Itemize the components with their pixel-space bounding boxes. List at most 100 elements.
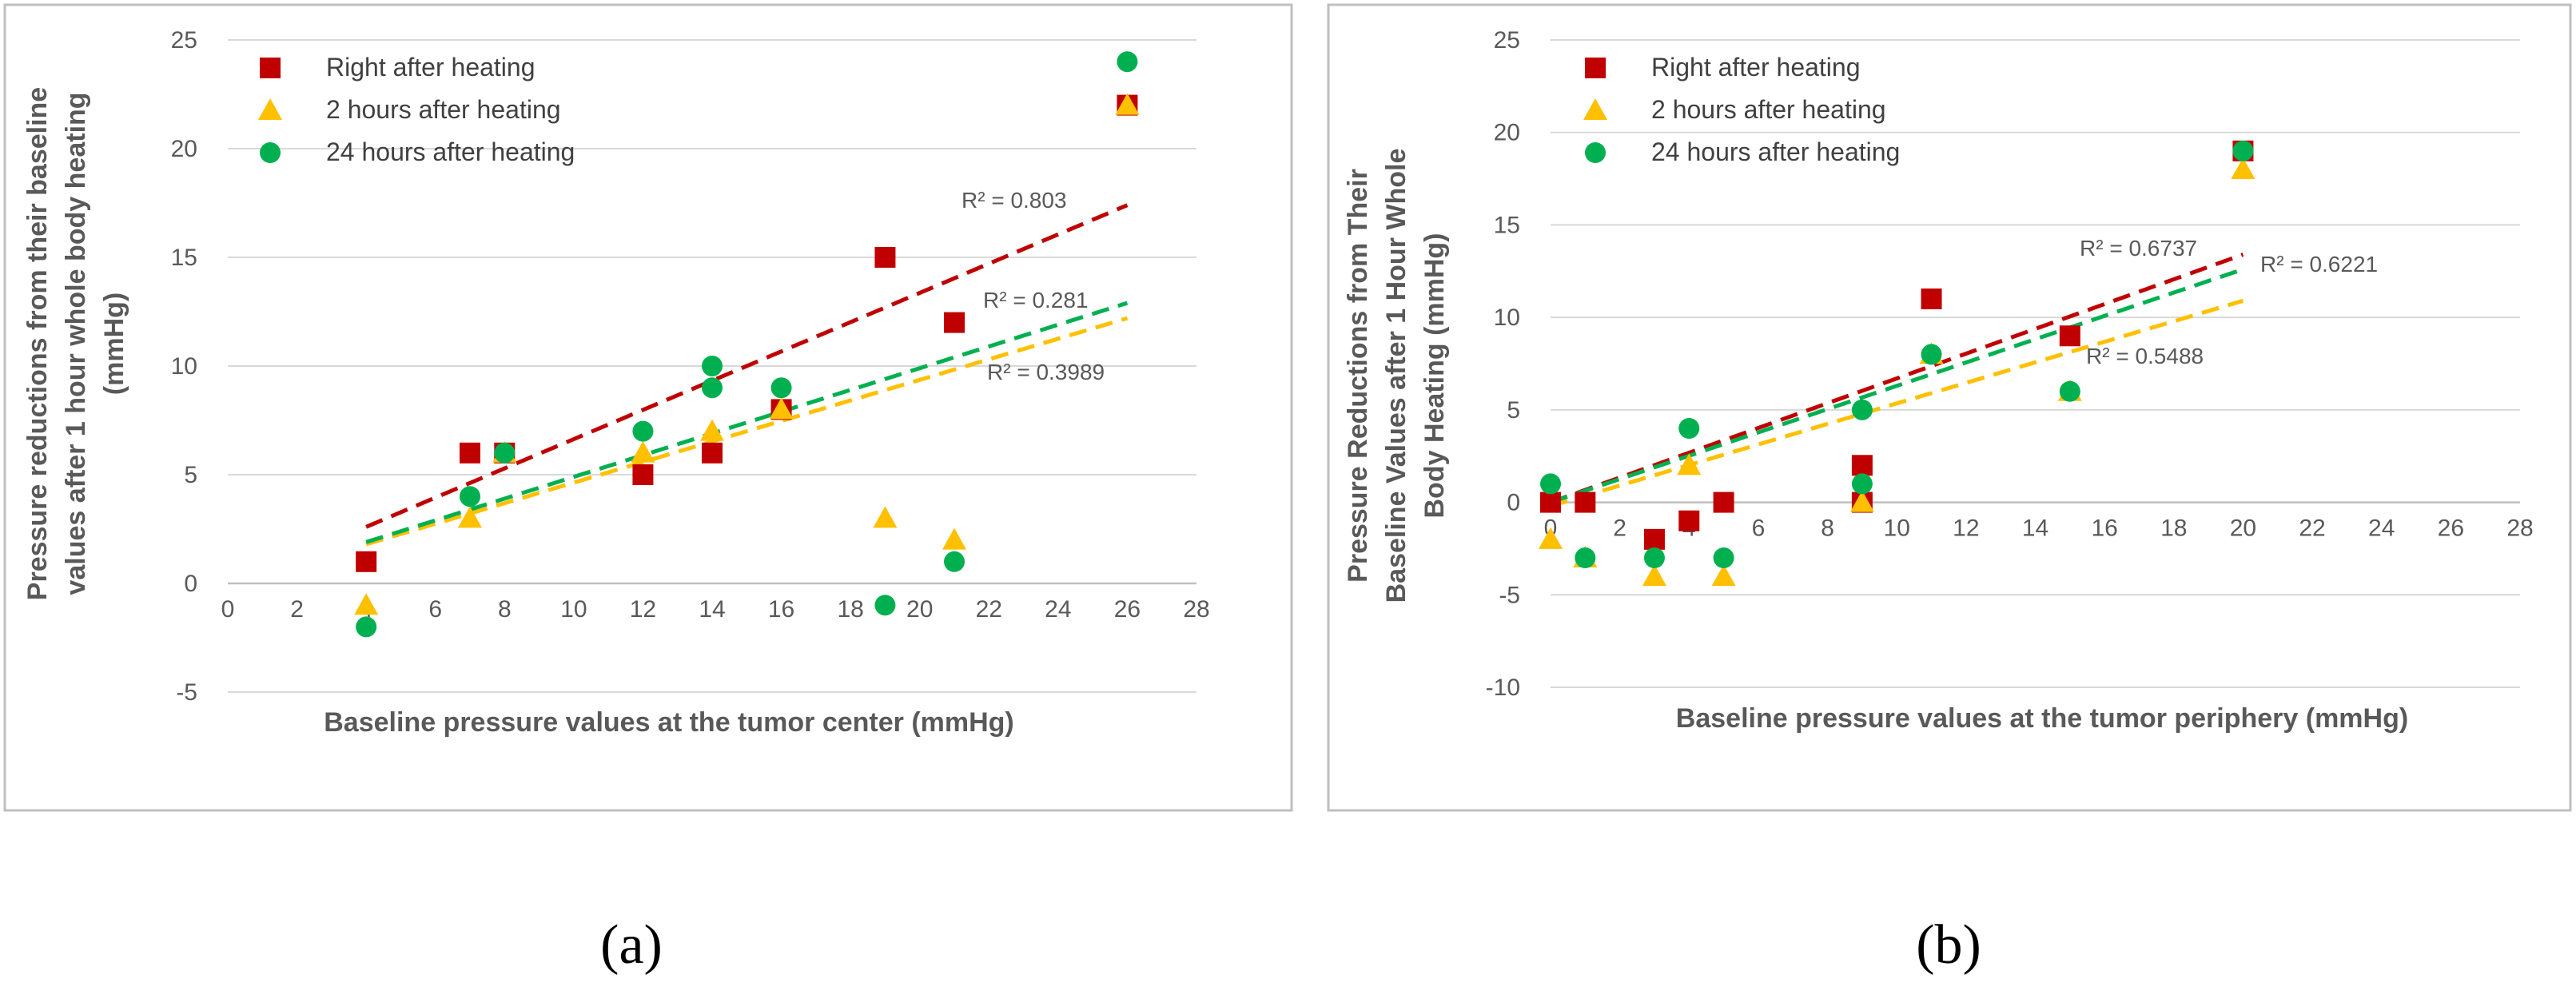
data-point [1678,510,1700,531]
y-axis-title-a-line1: Pressure reductions from their baseline [22,87,53,600]
data-point [1713,547,1734,568]
y-tick-label: 20 [171,136,197,162]
data-point [1540,473,1561,495]
data-point [1711,564,1736,587]
x-tick-label: 18 [2160,515,2187,542]
y-tick-label: 15 [171,245,197,271]
data-point [631,440,655,463]
data-point [1643,528,1665,550]
data-point [769,397,794,420]
data-point [1851,455,1873,476]
data-point [1678,418,1700,439]
y-tick-label: 5 [184,462,197,488]
y-tick-label: 25 [171,27,197,54]
x-tick-label: 6 [428,596,442,623]
panel-label-a: (a) [600,914,663,976]
x-tick-label: 20 [2230,515,2256,542]
x-tick-label: 12 [1953,515,1979,542]
x-tick-label: 22 [2299,515,2325,542]
x-tick-label: 0 [221,596,235,623]
data-point [1575,492,1596,513]
data-point [632,420,654,442]
y-tick-label: 10 [171,353,197,380]
data-point [702,356,723,376]
data-point [942,527,966,550]
data-point [944,551,965,572]
x-tick-label: 8 [498,596,512,623]
y-tick-label: 15 [1494,212,1520,238]
legend-marker [260,142,281,163]
x-tick-label: 18 [837,596,863,623]
trendline [1550,253,2244,504]
legend-marker [258,98,282,120]
data-point [2232,140,2254,161]
y-tick-label: 0 [1507,490,1520,516]
legend-a: Right after heating 2 hours after heating… [258,53,575,166]
legend-label: 2 hours after heating [1651,95,1886,124]
x-tick-label: 2 [1613,515,1626,542]
x-tick-label: 24 [1045,596,1071,623]
x-axis-title-a: Baseline pressure values at the tumor ce… [324,707,1014,738]
data-point [356,616,377,638]
trendlines-b [1550,253,2244,508]
legend-marker [1585,58,1606,78]
gridlines-a [228,39,1196,693]
data-point [1921,289,1942,309]
data-point [873,506,898,528]
data-point [2059,380,2080,402]
data-point [1921,344,1942,365]
data-point [770,377,792,399]
x-tick-label: 16 [768,596,794,623]
data-points-b [1539,140,2255,587]
x-tick-label: 28 [2506,515,2533,542]
data-point [702,442,723,464]
x-tick-label: 22 [976,596,1002,623]
chart-frame-b [1327,3,2572,812]
x-tick-label: 14 [699,596,725,623]
data-point [1642,564,1666,587]
legend-marker [260,58,281,78]
x-tick-label: 12 [630,596,656,623]
x-tick-label: 10 [1884,515,1910,542]
data-point [1643,547,1665,568]
data-point [944,312,965,333]
data-point [874,247,896,268]
x-tick-label: 10 [560,596,587,623]
y-axis-title-b-line2: Baseline Values after 1 Hour Whole [1381,149,1411,603]
legend-label: Right after heating [1651,53,1861,82]
data-point [700,419,724,441]
y-axis-title-a-line2: values after 1 hour whole body heating [61,92,91,595]
legend-label: 24 hours after heating [1651,137,1900,166]
y-axis-title-b-line1: Pressure Reductions from Their [1343,169,1373,583]
x-tick-label: 26 [1114,596,1141,623]
data-point [1540,492,1561,513]
y-axis-title-a-line3: (mmHg) [99,293,129,395]
y-tick-label: 5 [1507,397,1520,424]
r2-labels-a: R² = 0.803 R² = 0.3989 R² = 0.281 [962,188,1105,384]
data-point [874,595,896,616]
y-tick-label: 0 [184,571,197,597]
x-axis-title-b: Baseline pressure values at the tumor pe… [1676,703,2408,734]
legend-marker [1583,98,1607,120]
data-point [1117,51,1138,73]
tick-labels-a: -505101520250246810121416182022242628 [171,27,1210,706]
r2-label: R² = 0.281 [983,288,1089,312]
legend-marker [1585,142,1606,163]
data-point [1851,473,1873,495]
x-tick-label: 24 [2368,515,2395,542]
data-point [632,464,654,485]
r2-label: R² = 0.3989 [987,360,1105,384]
legend-b: Right after heating 2 hours after heating… [1583,53,1900,166]
data-point [1539,527,1563,549]
legend-label: Right after heating [326,53,536,82]
y-tick-label: 20 [1494,120,1520,146]
legend-label: 24 hours after heating [326,137,575,166]
data-point [460,442,480,464]
data-point [2059,325,2080,347]
r2-labels-b: R² = 0.6737 R² = 0.5488 R² = 0.6221 [2080,236,2378,368]
r2-label: R² = 0.6221 [2260,252,2378,277]
data-point [1849,490,1874,512]
data-point [1115,93,1140,115]
legend-label: 2 hours after heating [326,95,561,124]
r2-label: R² = 0.803 [962,188,1067,213]
